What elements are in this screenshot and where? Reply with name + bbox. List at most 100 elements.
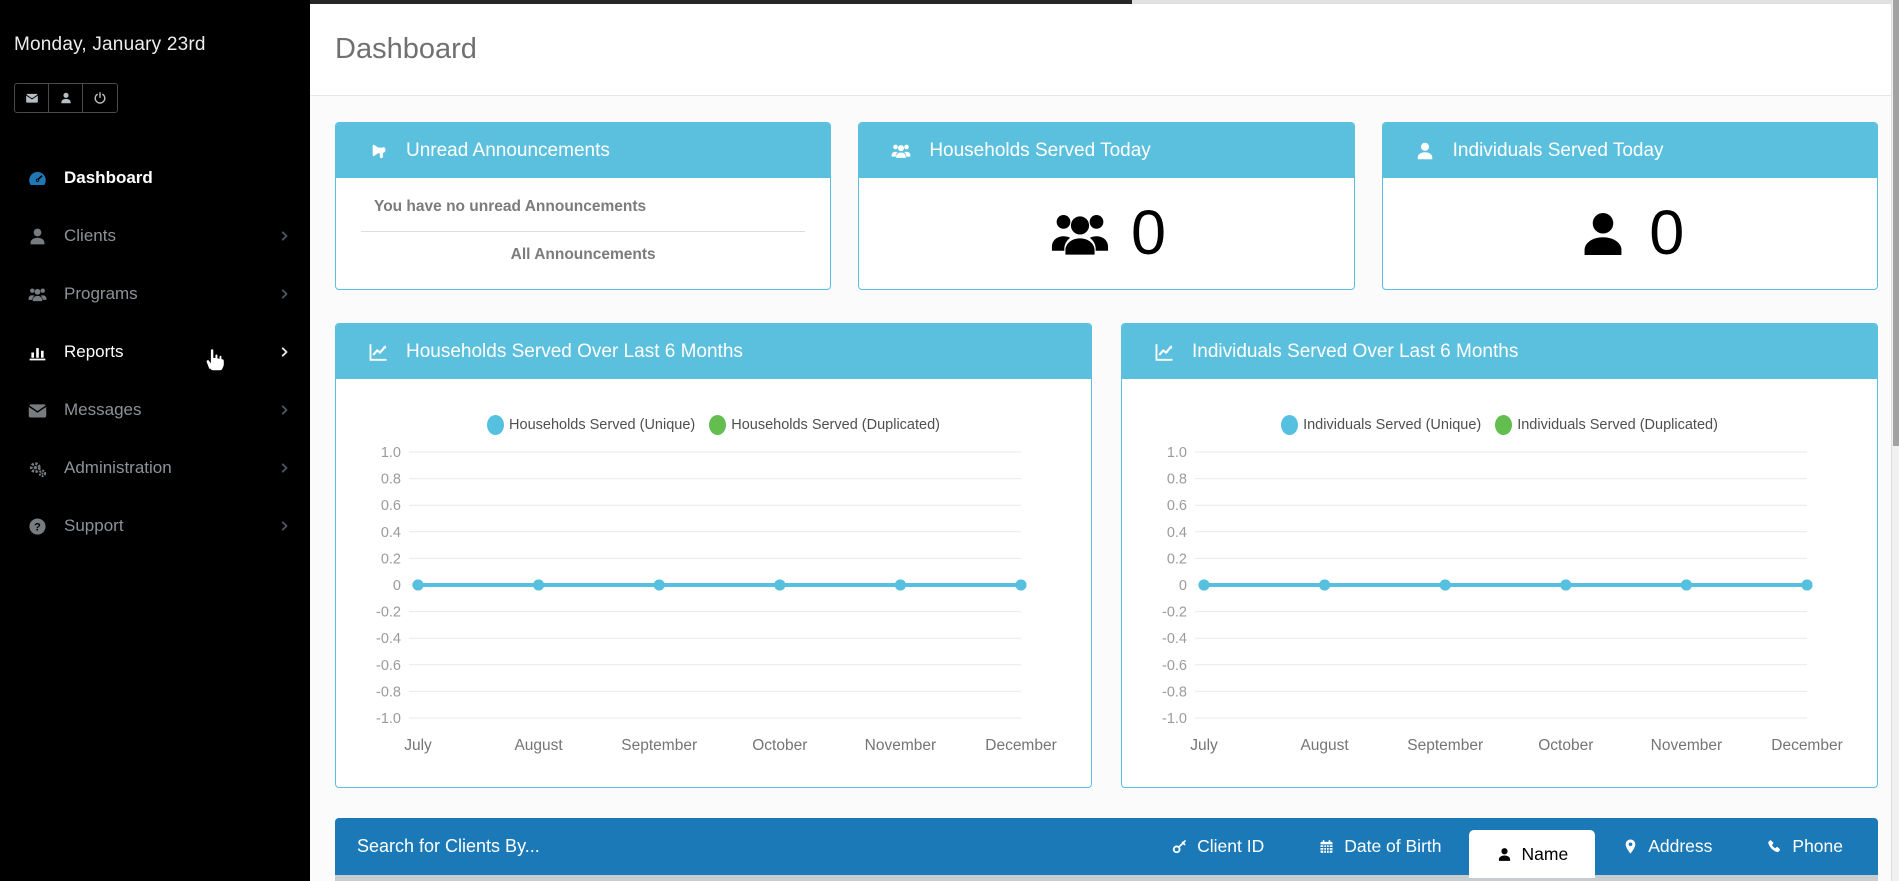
svg-text:September: September [1407, 737, 1483, 754]
line-chart-plot: 1.0 0.8 0.6 0.4 0.2 0 -0.2 -0.4 -0.6 -0.8 -1.0July… [1162, 445, 1843, 754]
svg-text:0.2: 0.2 [1167, 551, 1187, 567]
vertical-scrollbar[interactable] [1891, 0, 1899, 881]
main-content: Dashboard Unread Announcements You have … [310, 0, 1891, 881]
svg-text:0.4: 0.4 [1167, 525, 1187, 541]
search-tab-label: Phone [1792, 836, 1843, 856]
svg-text:-1.0: -1.0 [1162, 711, 1187, 727]
individuals-served-today-value: 0 [1649, 198, 1685, 268]
svg-text:August: August [514, 737, 563, 754]
envelope-icon [25, 398, 49, 422]
svg-text:0.6: 0.6 [1167, 498, 1187, 514]
svg-text:0.6: 0.6 [381, 498, 401, 514]
chevron-right-icon [279, 405, 290, 416]
svg-text:-0.4: -0.4 [376, 631, 401, 647]
user-icon [1575, 206, 1631, 262]
svg-text:?: ? [34, 521, 41, 533]
profile-shortcut-button[interactable] [49, 84, 83, 112]
households-served-today-card: Households Served Today 0 [858, 122, 1355, 290]
households-chart: Households Served (Unique) Households Ser… [336, 379, 1091, 787]
svg-text:-0.8: -0.8 [1162, 684, 1187, 700]
logout-button[interactable] [83, 84, 117, 112]
individuals-served-today-title: Individuals Served Today [1452, 139, 1664, 161]
sidebar-item-support[interactable]: ? Support [0, 497, 310, 555]
search-panel-body-edge [335, 875, 1878, 881]
key-icon [1171, 838, 1188, 855]
svg-text:-0.6: -0.6 [1162, 658, 1187, 674]
sidebar-item-dashboard[interactable]: Dashboard [0, 149, 310, 207]
users-icon [1047, 201, 1113, 267]
svg-text:November: November [865, 737, 937, 754]
chart-legend: Individuals Served (Unique) Individuals S… [1122, 415, 1877, 435]
sidebar-item-messages[interactable]: Messages [0, 381, 310, 439]
sidebar-item-reports[interactable]: Reports [0, 323, 310, 381]
dashboard-icon [25, 166, 49, 190]
legend-entry: Individuals Served (Duplicated) [1495, 415, 1718, 435]
chevron-right-icon [279, 231, 290, 242]
top-strip [310, 0, 1891, 4]
households-chart-card: Households Served Over Last 6 Months Hou… [335, 323, 1092, 788]
sidebar-item-administration[interactable]: Administration [0, 439, 310, 497]
page-header: Dashboard [310, 4, 1891, 96]
line-chart-plot: 1.0 0.8 0.6 0.4 0.2 0 -0.2 -0.4 -0.6 -0.8 -1.0July… [376, 445, 1057, 754]
households-served-today-header: Households Served Today [859, 123, 1354, 178]
all-announcements-link[interactable]: All Announcements [510, 246, 656, 263]
svg-text:October: October [1538, 737, 1593, 754]
chevron-right-icon [279, 347, 290, 358]
svg-text:October: October [752, 737, 807, 754]
legend-entry: Households Served (Unique) [487, 415, 695, 435]
power-icon [93, 91, 107, 105]
search-tab-name[interactable]: Name [1468, 830, 1596, 878]
legend-entry: Individuals Served (Unique) [1281, 415, 1481, 435]
map-marker-icon [1622, 838, 1639, 855]
individuals-served-today-card: Individuals Served Today 0 [1381, 122, 1878, 290]
individuals-chart-card: Individuals Served Over Last 6 Months In… [1121, 323, 1878, 788]
svg-text:November: November [1651, 737, 1723, 754]
page-title: Dashboard [335, 33, 477, 65]
individuals-chart: Individuals Served (Unique) Individuals S… [1122, 379, 1877, 787]
sidebar-item-label: Reports [64, 342, 124, 361]
households-chart-header: Households Served Over Last 6 Months [336, 324, 1091, 379]
scrollbar-thumb[interactable] [1893, 0, 1899, 446]
sidebar-item-programs[interactable]: Programs [0, 265, 310, 323]
current-date: Monday, January 23rd [14, 34, 206, 55]
individuals-chart-title: Individuals Served Over Last 6 Months [1192, 340, 1519, 362]
chevron-right-icon [279, 521, 290, 532]
sidebar-item-clients[interactable]: Clients [0, 207, 310, 265]
sidebar-item-label: Support [64, 516, 124, 535]
question-circle-icon: ? [25, 514, 49, 538]
svg-text:0: 0 [393, 578, 401, 594]
svg-text:1.0: 1.0 [1167, 445, 1187, 461]
households-chart-title: Households Served Over Last 6 Months [406, 340, 743, 362]
bullhorn-icon [366, 139, 390, 163]
search-tab-date-of-birth[interactable]: Date of Birth [1291, 818, 1468, 875]
search-tab-phone[interactable]: Phone [1739, 818, 1870, 875]
svg-text:0.4: 0.4 [381, 525, 401, 541]
svg-text:-0.8: -0.8 [376, 684, 401, 700]
legend-dot-icon [1495, 415, 1513, 435]
search-tab-client-id[interactable]: Client ID [1144, 818, 1291, 875]
unread-announcements-card: Unread Announcements You have no unread … [335, 122, 832, 290]
legend-label: Individuals Served (Unique) [1303, 417, 1482, 433]
search-tab-label: Name [1521, 843, 1569, 864]
svg-text:December: December [1771, 737, 1843, 754]
messages-shortcut-button[interactable] [15, 84, 49, 112]
legend-dot-icon [487, 415, 505, 435]
svg-text:-0.2: -0.2 [1162, 605, 1187, 621]
legend-label: Households Served (Unique) [509, 417, 696, 433]
legend-label: Households Served (Duplicated) [731, 417, 940, 433]
search-tab-label: Address [1648, 836, 1713, 856]
svg-text:July: July [1190, 737, 1218, 754]
svg-text:-0.6: -0.6 [376, 658, 401, 674]
search-tab-address[interactable]: Address [1595, 818, 1739, 875]
calendar-icon [1318, 838, 1335, 855]
chart-legend: Households Served (Unique) Households Ser… [336, 415, 1091, 435]
individuals-chart-header: Individuals Served Over Last 6 Months [1122, 324, 1877, 379]
svg-text:0.8: 0.8 [381, 472, 401, 488]
sidebar: Monday, January 23rd Dashboard Clients Pro… [0, 0, 310, 881]
sidebar-item-label: Administration [64, 458, 172, 477]
sidebar-item-label: Programs [64, 284, 138, 303]
client-search-title: Search for Clients By... [357, 836, 540, 856]
line-chart-icon [366, 340, 390, 364]
search-tab-label: Date of Birth [1344, 836, 1442, 856]
